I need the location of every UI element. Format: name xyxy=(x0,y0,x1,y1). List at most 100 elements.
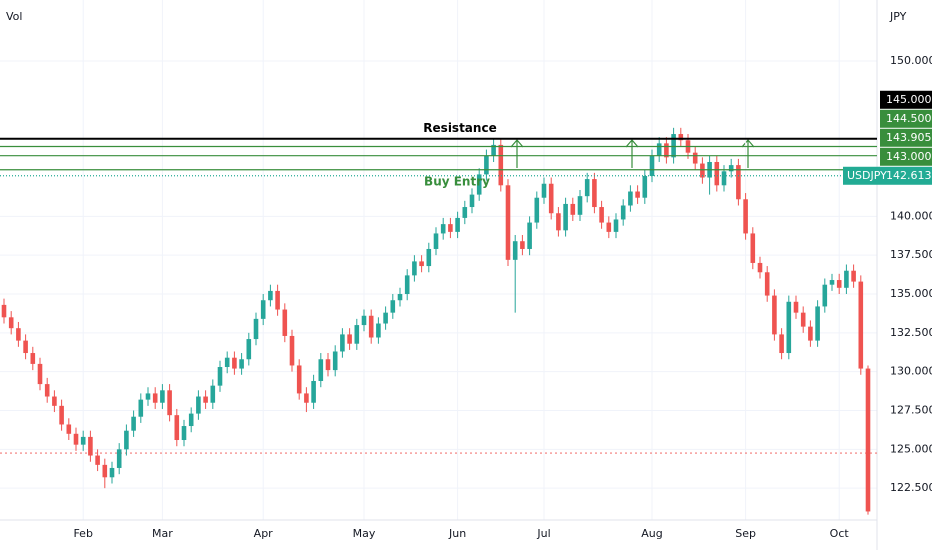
candle-body xyxy=(23,340,28,354)
y-tick-label: 150.000 xyxy=(890,54,932,67)
candle-body xyxy=(642,175,648,198)
candle-body xyxy=(52,396,57,406)
x-tick-label: Apr xyxy=(254,527,274,540)
candle-body xyxy=(426,248,432,267)
candle-body xyxy=(851,270,856,282)
candle-body xyxy=(865,368,871,512)
price-tag xyxy=(880,109,932,128)
candle-body xyxy=(404,275,410,295)
candle-body xyxy=(66,424,72,434)
candle-body xyxy=(678,134,684,141)
candle-body xyxy=(599,207,604,223)
candle-body xyxy=(332,351,338,371)
candle-body xyxy=(455,217,460,232)
candle-body xyxy=(275,290,280,310)
arrow xyxy=(741,139,755,168)
x-tick-label: Aug xyxy=(641,527,662,540)
candle-body xyxy=(347,334,352,344)
candle-body xyxy=(37,363,43,385)
candle-body xyxy=(325,359,331,371)
candle-body xyxy=(815,306,820,341)
candle-body xyxy=(700,163,705,178)
candle-body xyxy=(721,171,727,186)
candle-body xyxy=(383,312,388,324)
candle-body xyxy=(757,262,763,273)
x-tick-label: Feb xyxy=(73,527,92,540)
candle-body xyxy=(527,222,532,249)
candle-body xyxy=(743,199,748,234)
candle-body xyxy=(692,152,698,164)
y-tick-label: 125.000 xyxy=(890,442,932,455)
candle-body xyxy=(246,339,252,360)
candle-body xyxy=(131,416,136,431)
x-tick-label: Mar xyxy=(152,527,173,540)
candle-body xyxy=(793,301,799,313)
candle-body xyxy=(282,309,288,336)
candle-body xyxy=(476,174,482,195)
y-tick-label: 130.000 xyxy=(890,365,932,378)
candle-body xyxy=(95,455,100,465)
candle-body xyxy=(260,300,266,319)
candle-body xyxy=(102,464,108,478)
price-tag-label: 142.613 xyxy=(886,169,932,182)
candle-body xyxy=(138,399,144,417)
candle-body xyxy=(412,261,417,276)
price-tag xyxy=(880,147,932,166)
candle-body xyxy=(145,393,151,400)
candle-body xyxy=(59,405,64,425)
candle-body xyxy=(124,430,129,450)
candle-body xyxy=(210,385,216,403)
price-tag-label: 143.000 xyxy=(886,150,932,163)
candle-body xyxy=(390,300,396,313)
candle-body xyxy=(16,328,21,341)
candle-body xyxy=(73,433,79,445)
candle-body xyxy=(181,426,187,441)
candle-body xyxy=(419,261,424,267)
candle-body xyxy=(340,334,345,352)
currency-label: JPY xyxy=(889,10,907,23)
price-tag xyxy=(880,128,932,147)
candle-body xyxy=(548,183,554,214)
candle-body xyxy=(628,191,633,206)
candle-body xyxy=(469,194,475,208)
candle-body xyxy=(606,222,612,232)
candle-body xyxy=(203,396,208,403)
candle-body xyxy=(808,326,813,341)
candle-body xyxy=(196,396,201,414)
candle-body xyxy=(484,155,489,175)
price-tag-label: 144.500 xyxy=(886,112,932,125)
x-tick-label: Sep xyxy=(735,527,756,540)
candle-body xyxy=(822,284,828,307)
candle-body xyxy=(160,390,165,403)
candle-body xyxy=(239,359,244,369)
x-tick-label: May xyxy=(353,527,376,540)
candle-body xyxy=(296,365,302,394)
price-tag xyxy=(880,90,932,109)
candle-body xyxy=(800,312,806,327)
candle-body xyxy=(620,205,626,220)
candle-body xyxy=(152,393,158,403)
candle-body xyxy=(268,290,273,301)
x-tick-label: Jul xyxy=(536,527,550,540)
candle-body xyxy=(635,191,640,198)
candle-body xyxy=(570,203,576,215)
candle-body xyxy=(534,197,540,223)
y-tick-label: 137.500 xyxy=(890,248,932,261)
candle-body xyxy=(462,207,468,218)
candle-body xyxy=(512,241,518,260)
candle-body xyxy=(613,219,619,232)
candle-body xyxy=(750,233,756,263)
candle-body xyxy=(433,233,439,249)
annotation: Resistance xyxy=(423,121,496,135)
candle-body xyxy=(779,334,784,354)
candle-body xyxy=(714,161,720,186)
grid xyxy=(0,0,878,550)
y-tick-label: 132.500 xyxy=(890,326,932,339)
overlays: 150.000 140.000 137.500 135.000 132.500 130.0… xyxy=(0,54,932,540)
candle-body xyxy=(318,359,324,381)
price-tag xyxy=(843,166,932,185)
candle-body xyxy=(44,384,50,397)
candle-body xyxy=(109,467,115,478)
